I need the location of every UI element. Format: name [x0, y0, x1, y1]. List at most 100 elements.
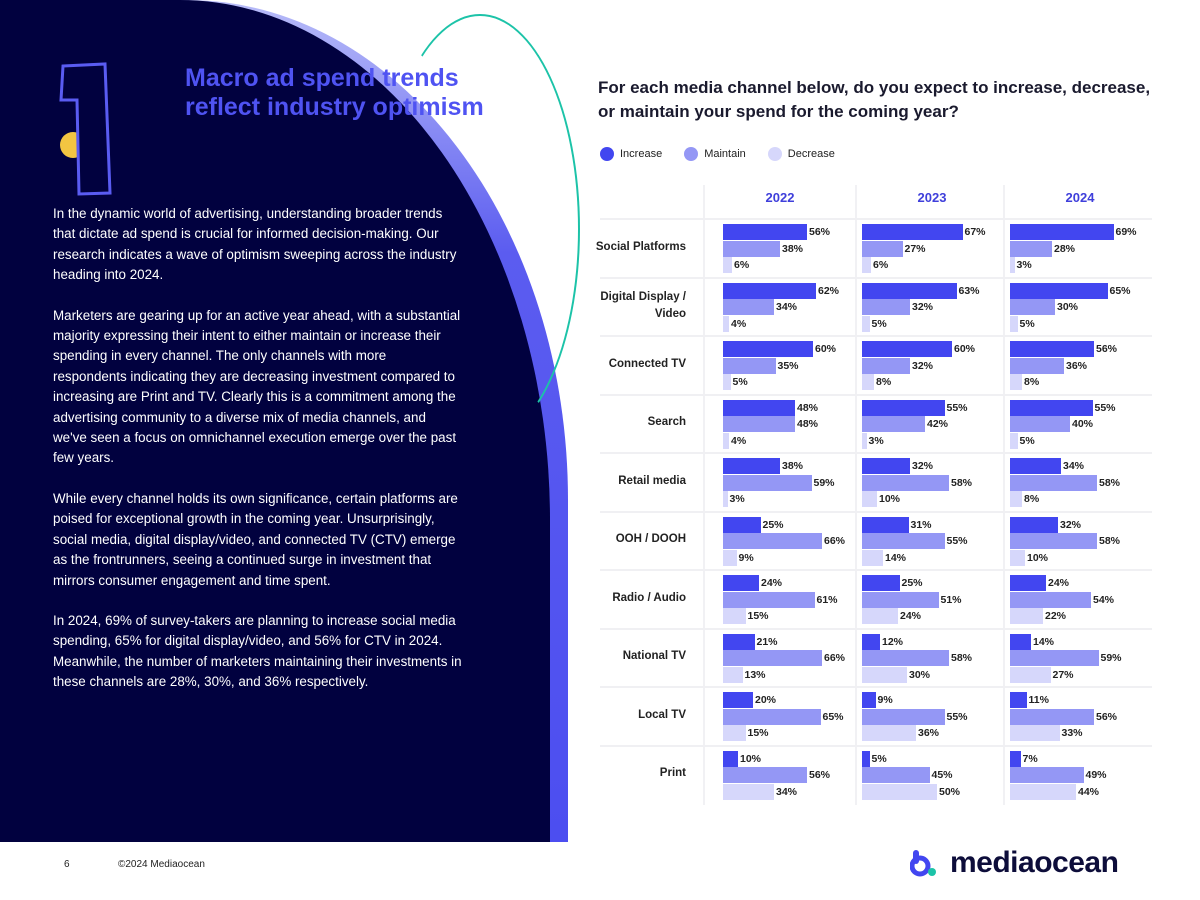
data-label: 3%	[729, 493, 745, 505]
bar-increase-2024	[1010, 633, 1031, 650]
bar-maintain-2022	[723, 533, 822, 549]
bar-decrease-2022	[723, 315, 729, 332]
data-label: 24%	[761, 577, 783, 589]
bar-decrease-2023	[862, 491, 877, 507]
page-title: Macro ad spend trends reflect industry o…	[185, 64, 484, 121]
bar-increase-2024	[1010, 282, 1108, 299]
row-divider	[600, 744, 1152, 747]
data-label: 4%	[731, 317, 747, 330]
data-label: 27%	[1052, 668, 1074, 681]
bar-increase-2024	[1010, 224, 1114, 240]
legend-swatch	[600, 147, 614, 161]
bar-decrease-2023	[862, 432, 867, 449]
bar-decrease-2022	[723, 725, 746, 741]
data-label: 59%	[1100, 652, 1122, 664]
data-label: 65%	[822, 710, 844, 723]
bar-maintain-2024	[1010, 650, 1099, 666]
bar-decrease-2023	[862, 608, 898, 624]
data-label: 61%	[816, 593, 838, 606]
data-label: 67%	[964, 226, 986, 238]
bar-decrease-2024	[1010, 432, 1018, 449]
data-label: 56%	[809, 769, 831, 781]
bar-decrease-2023	[862, 257, 871, 273]
data-label: 6%	[734, 259, 750, 271]
bar-increase-2022	[723, 633, 755, 650]
bar-maintain-2022	[723, 299, 774, 315]
data-label: 63%	[958, 284, 980, 297]
data-label: 15%	[747, 727, 769, 739]
data-label: 20%	[755, 694, 777, 706]
bar-decrease-2023	[862, 783, 937, 800]
row-divider	[600, 510, 1152, 513]
column-divider	[855, 185, 857, 805]
data-label: 12%	[882, 635, 904, 648]
year-header: 2024	[1065, 190, 1095, 205]
bar-decrease-2022	[723, 491, 728, 507]
data-label: 13%	[744, 668, 766, 681]
legend-swatch	[684, 147, 699, 161]
data-label: 25%	[762, 518, 784, 531]
data-label: 30%	[1057, 301, 1079, 313]
data-label: 5%	[871, 752, 887, 765]
body-text: In the dynamic world of advertising, und…	[53, 204, 463, 713]
data-label: 9%	[877, 694, 893, 706]
bar-increase-2022	[723, 692, 753, 708]
data-label: 56%	[1096, 710, 1118, 723]
bar-decrease-2024	[1010, 666, 1051, 683]
data-label: 56%	[809, 226, 831, 238]
bar-decrease-2024	[1010, 491, 1022, 507]
legend-increase: Increase	[600, 147, 662, 161]
bar-increase-2024	[1010, 750, 1021, 767]
data-label: 32%	[912, 301, 934, 313]
bar-increase-2022	[723, 458, 780, 474]
data-label: 3%	[1016, 259, 1032, 271]
data-label: 62%	[818, 284, 840, 297]
column-divider	[1003, 185, 1005, 805]
data-label: 4%	[731, 434, 747, 447]
data-label: 27%	[904, 242, 926, 255]
data-label: 15%	[747, 610, 769, 622]
bar-decrease-2024	[1010, 315, 1018, 332]
bar-maintain-2023	[862, 591, 939, 608]
bar-increase-2024	[1010, 399, 1093, 416]
bar-increase-2023	[862, 341, 952, 357]
bar-maintain-2023	[862, 533, 945, 549]
bar-maintain-2024	[1010, 240, 1052, 257]
data-label: 9%	[738, 551, 754, 564]
data-label: 28%	[1054, 242, 1076, 255]
bar-increase-2023	[862, 633, 880, 650]
data-label: 58%	[951, 476, 973, 489]
bar-decrease-2023	[862, 315, 870, 332]
row-divider	[600, 452, 1152, 454]
bar-decrease-2022	[723, 374, 731, 390]
bar-maintain-2023	[862, 767, 930, 783]
data-label: 32%	[1060, 518, 1082, 531]
data-label: 30%	[909, 668, 931, 681]
data-label: 38%	[782, 460, 804, 472]
year-header: 2022	[765, 190, 795, 205]
row-divider	[600, 393, 1152, 396]
data-label: 33%	[1061, 727, 1083, 739]
bar-increase-2024	[1010, 516, 1058, 533]
data-label: 42%	[927, 418, 949, 430]
data-label: 38%	[782, 242, 804, 255]
data-label: 34%	[776, 301, 798, 313]
data-label: 66%	[824, 652, 846, 664]
data-label: 55%	[946, 535, 968, 547]
mediaocean-logo: mediaocean	[910, 846, 1119, 880]
year-header: 2023	[917, 190, 947, 205]
data-label: 56%	[1096, 343, 1118, 355]
paragraph: In the dynamic world of advertising, und…	[53, 206, 457, 283]
data-label: 10%	[879, 493, 901, 505]
bar-increase-2022	[723, 282, 816, 299]
data-label: 48%	[797, 401, 819, 414]
bar-increase-2023	[862, 399, 945, 416]
bar-decrease-2023	[862, 374, 874, 390]
category-label: Retail media	[618, 474, 686, 487]
data-label: 59%	[813, 476, 835, 489]
bar-increase-2023	[862, 282, 957, 299]
bar-increase-2022	[723, 399, 795, 416]
data-label: 36%	[1066, 359, 1088, 372]
data-label: 10%	[740, 752, 762, 765]
row-divider	[600, 569, 1152, 571]
